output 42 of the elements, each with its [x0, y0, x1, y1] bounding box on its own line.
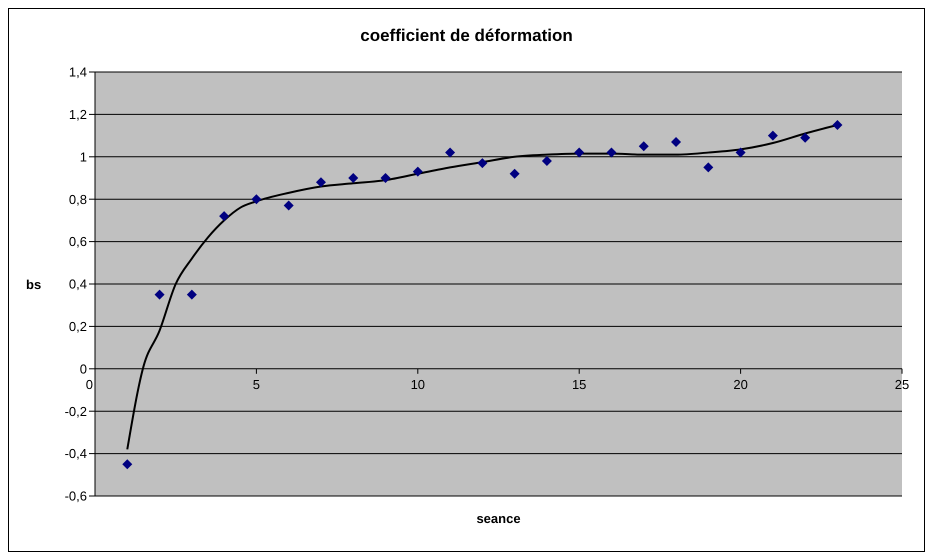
- point: [316, 177, 326, 188]
- point: [445, 148, 456, 158]
- y-tick-label: 0,6: [68, 234, 87, 250]
- y-tick-label: -0,2: [64, 404, 87, 419]
- x-tick-label: 25: [894, 376, 910, 392]
- point: [510, 168, 520, 179]
- point: [542, 156, 552, 166]
- point: [348, 173, 358, 183]
- point: [219, 211, 230, 222]
- x-tick-label: 10: [410, 376, 426, 392]
- x-axis-title: seance: [475, 511, 522, 526]
- point: [574, 148, 584, 158]
- y-tick-label: 0,4: [68, 276, 87, 292]
- point: [122, 459, 132, 470]
- point: [703, 162, 714, 172]
- y-tick-label: 0,8: [68, 192, 87, 207]
- point: [671, 136, 682, 147]
- y-tick-label: -0,6: [64, 488, 87, 504]
- x-tick-label: 20: [733, 376, 748, 392]
- point: [186, 290, 197, 300]
- x-tick-label: 15: [572, 376, 586, 392]
- point: [768, 130, 778, 141]
- point: [736, 148, 746, 158]
- y-tick-label: 1,2: [68, 107, 87, 122]
- x-tick-label: 5: [252, 376, 260, 392]
- point: [154, 290, 165, 300]
- point: [380, 173, 391, 183]
- y-tick-label: 1,4: [68, 64, 87, 80]
- point: [284, 200, 294, 211]
- point: [800, 132, 810, 143]
- y-tick-label: 0: [80, 361, 87, 376]
- y-axis-title: bs: [26, 277, 42, 292]
- y-tick-label: -0,4: [64, 446, 87, 462]
- point: [251, 194, 262, 204]
- point: [412, 166, 423, 177]
- y-tick-label: 1: [80, 149, 87, 164]
- point: [832, 120, 842, 130]
- point: [638, 141, 649, 152]
- point: [477, 158, 488, 168]
- y-tick-label: 0,2: [68, 319, 87, 334]
- chart-title: coefficient de déformation: [359, 26, 574, 46]
- point: [606, 148, 616, 158]
